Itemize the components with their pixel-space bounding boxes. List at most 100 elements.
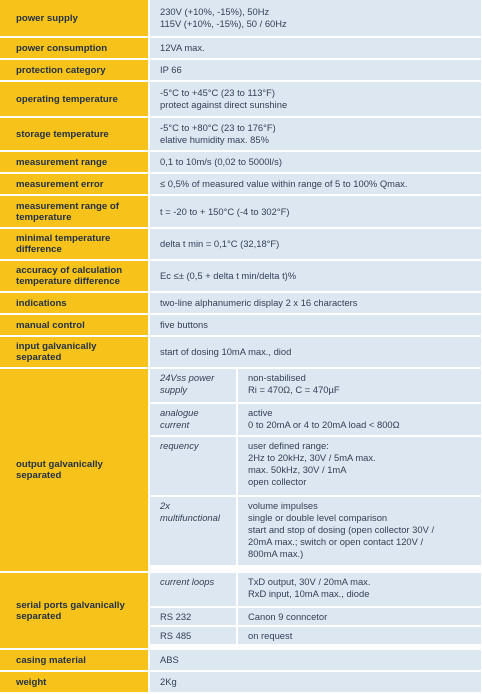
spec-label: operating temperature bbox=[0, 82, 150, 116]
spec-value: 12VA max. bbox=[150, 38, 481, 58]
spec-value-line: 12VA max. bbox=[160, 42, 205, 53]
sub-value-line: 2Hz to 20kHz, 30V / 5mA max. bbox=[248, 452, 376, 463]
subrow-2x-multifunctional: 2x multifunctional volume impulses singl… bbox=[150, 495, 481, 565]
spec-label: power consumption bbox=[0, 38, 150, 58]
spec-row-serial-ports: serial ports galvanically separated curr… bbox=[0, 573, 481, 648]
spec-value-line: ABS bbox=[160, 654, 179, 665]
spec-value-line: start of dosing 10mA max., diod bbox=[160, 346, 292, 357]
spec-value-line: protect against direct sunshine bbox=[160, 99, 288, 110]
subrow-requency: requency user defined range: 2Hz to 20kH… bbox=[150, 435, 481, 495]
spec-row-measurement-range-of-temperature: measurement range of temperature t = -20… bbox=[0, 196, 481, 227]
sub-key: analogue current bbox=[150, 404, 238, 435]
sub-value-line: user defined range: bbox=[248, 440, 329, 451]
sub-value-line: max. 50kHz, 30V / 1mA bbox=[248, 464, 347, 475]
spec-subtable: 24Vss power supply non-stabilised Ri = 4… bbox=[150, 369, 481, 571]
sub-value: volume impulses single or double level c… bbox=[238, 497, 481, 565]
spec-value-line: ≤ 0,5% of measured value within range of… bbox=[160, 178, 408, 189]
spec-row-manual-control: manual control five buttons bbox=[0, 315, 481, 335]
spec-row-indications: indications two-line alphanumeric displa… bbox=[0, 293, 481, 313]
sub-value-line: Canon 9 conncetor bbox=[248, 611, 328, 622]
sub-value: on request bbox=[238, 627, 481, 644]
spec-value-line: elative humidity max. 85% bbox=[160, 134, 269, 145]
sub-value-line: open collector bbox=[248, 476, 307, 487]
spec-label: serial ports galvanically separated bbox=[0, 573, 150, 648]
spec-row-operating-temperature: operating temperature -5°C to +45°C (23 … bbox=[0, 82, 481, 116]
spec-label: accuracy of calculation temperature diff… bbox=[0, 261, 150, 291]
spec-value: Ec ≤± (0,5 + delta t min/delta t)% bbox=[150, 261, 481, 291]
spec-label: protection category bbox=[0, 60, 150, 80]
spec-label: output galvanically separated bbox=[0, 369, 150, 571]
spec-value-line: -5°C to +45°C (23 to 113°F) bbox=[160, 87, 276, 98]
sub-value-line: volume impulses bbox=[248, 500, 318, 511]
sub-value-line: RxD input, 10mA max., diode bbox=[248, 588, 370, 599]
spec-value-line: 2Kg bbox=[160, 676, 177, 687]
spec-value: -5°C to +80°C (23 to 176°F) elative humi… bbox=[150, 118, 481, 150]
sub-key: RS 232 bbox=[150, 608, 238, 625]
spec-value-line: 115V (+10%, -15%), 50 / 60Hz bbox=[160, 18, 287, 29]
spec-value: t = -20 to + 150°C (-4 to 302°F) bbox=[150, 196, 481, 227]
spec-label: measurement error bbox=[0, 174, 150, 194]
subrow-analogue-current: analogue current active 0 to 20mA or 4 t… bbox=[150, 402, 481, 435]
spec-label: storage temperature bbox=[0, 118, 150, 150]
sub-key: current loops bbox=[150, 573, 238, 606]
sub-value: non-stabilised Ri = 470Ω, C = 470µF bbox=[238, 369, 481, 402]
spec-row-power-supply: power supply 230V (+10%, -15%), 50Hz 115… bbox=[0, 0, 481, 36]
spec-value: five buttons bbox=[150, 315, 481, 335]
spec-label: indications bbox=[0, 293, 150, 313]
spec-value: ≤ 0,5% of measured value within range of… bbox=[150, 174, 481, 194]
spec-value: 230V (+10%, -15%), 50Hz 115V (+10%, -15%… bbox=[150, 0, 481, 36]
sub-value: active 0 to 20mA or 4 to 20mA load < 800… bbox=[238, 404, 481, 435]
spec-row-measurement-range: measurement range 0,1 to 10m/s (0,02 to … bbox=[0, 152, 481, 172]
spec-row-minimal-temperature-difference: minimal temperature difference delta t m… bbox=[0, 229, 481, 259]
subrow-24vss-power-supply: 24Vss power supply non-stabilised Ri = 4… bbox=[150, 369, 481, 402]
spec-label: input galvanically separated bbox=[0, 337, 150, 367]
subrow-current-loops: current loops TxD output, 30V / 20mA max… bbox=[150, 573, 481, 606]
spec-row-storage-temperature: storage temperature -5°C to +80°C (23 to… bbox=[0, 118, 481, 150]
sub-value-line: active bbox=[248, 407, 273, 418]
sub-key: 24Vss power supply bbox=[150, 369, 238, 402]
spec-value-line: Ec ≤± (0,5 + delta t min/delta t)% bbox=[160, 270, 297, 281]
subrow-rs-485: RS 485 on request bbox=[150, 625, 481, 644]
sub-key: RS 485 bbox=[150, 627, 238, 644]
spec-row-casing-material: casing material ABS bbox=[0, 650, 481, 670]
spec-value-line: IP 66 bbox=[160, 64, 182, 75]
spec-label: weight bbox=[0, 672, 150, 692]
spec-row-weight: weight 2Kg bbox=[0, 672, 481, 692]
sub-key: requency bbox=[150, 437, 238, 495]
spec-value-line: two-line alphanumeric display 2 x 16 cha… bbox=[160, 297, 358, 308]
spec-value: ABS bbox=[150, 650, 481, 670]
sub-value-line: on request bbox=[248, 630, 293, 641]
sub-key: 2x multifunctional bbox=[150, 497, 238, 565]
spec-value-line: -5°C to +80°C (23 to 176°F) bbox=[160, 122, 276, 133]
sub-value-line: single or double level comparison bbox=[248, 512, 388, 523]
spec-label: power supply bbox=[0, 0, 150, 36]
spec-value: 0,1 to 10m/s (0,02 to 5000l/s) bbox=[150, 152, 481, 172]
spec-value: 2Kg bbox=[150, 672, 481, 692]
sub-value: user defined range: 2Hz to 20kHz, 30V / … bbox=[238, 437, 481, 495]
spec-row-protection-category: protection category IP 66 bbox=[0, 60, 481, 80]
spec-value-line: t = -20 to + 150°C (-4 to 302°F) bbox=[160, 205, 290, 217]
spec-value-line: 0,1 to 10m/s (0,02 to 5000l/s) bbox=[160, 156, 282, 167]
sub-value: Canon 9 conncetor bbox=[238, 608, 481, 625]
spec-row-measurement-error: measurement error ≤ 0,5% of measured val… bbox=[0, 174, 481, 194]
spec-row-output-galvanically-separated: output galvanically separated 24Vss powe… bbox=[0, 369, 481, 571]
subrow-rs-232: RS 232 Canon 9 conncetor bbox=[150, 606, 481, 625]
sub-value-line: non-stabilised bbox=[248, 372, 306, 383]
spec-label: casing material bbox=[0, 650, 150, 670]
spec-value-line: delta t min = 0,1°C (32,18°F) bbox=[160, 238, 280, 249]
sub-value-line: 0 to 20mA or 4 to 20mA load < 800Ω bbox=[248, 419, 400, 430]
sub-value: TxD output, 30V / 20mA max. RxD input, 1… bbox=[238, 573, 481, 606]
spec-value-line: five buttons bbox=[160, 319, 208, 330]
spec-label: manual control bbox=[0, 315, 150, 335]
spec-label: measurement range of temperature bbox=[0, 196, 150, 227]
spec-row-input-galvanically-separated: input galvanically separated start of do… bbox=[0, 337, 481, 367]
spec-value: -5°C to +45°C (23 to 113°F) protect agai… bbox=[150, 82, 481, 116]
spec-value: IP 66 bbox=[150, 60, 481, 80]
sub-value-line: Ri = 470Ω, C = 470µF bbox=[248, 384, 340, 395]
spec-value-line: 230V (+10%, -15%), 50Hz bbox=[160, 6, 270, 17]
spec-subtable: current loops TxD output, 30V / 20mA max… bbox=[150, 573, 481, 648]
spec-row-power-consumption: power consumption 12VA max. bbox=[0, 38, 481, 58]
sub-value-line: TxD output, 30V / 20mA max. bbox=[248, 576, 371, 587]
spec-value: delta t min = 0,1°C (32,18°F) bbox=[150, 229, 481, 259]
